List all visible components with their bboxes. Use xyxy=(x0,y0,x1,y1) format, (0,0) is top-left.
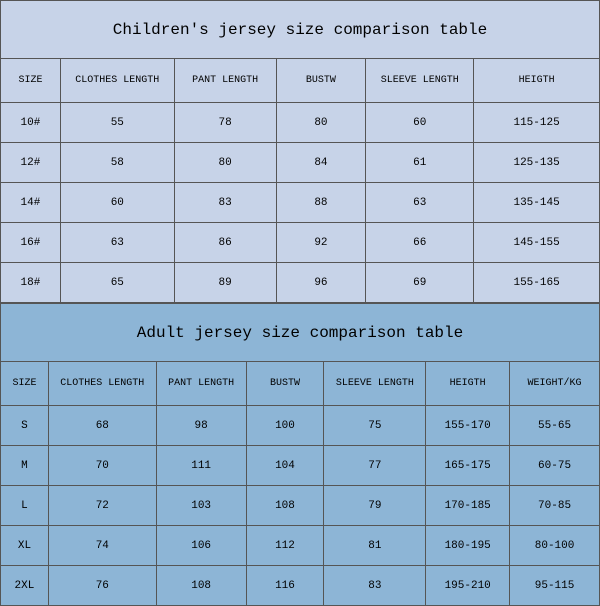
table-cell: 80-100 xyxy=(510,526,600,566)
table-cell: 106 xyxy=(156,526,246,566)
table-cell: 14# xyxy=(1,183,61,223)
table-cell: 100 xyxy=(246,406,324,446)
table-cell: 111 xyxy=(156,446,246,486)
table-cell: 145-155 xyxy=(474,223,600,263)
adult-title: Adult jersey size comparison table xyxy=(1,304,600,362)
table-row: XL7410611281180-19580-100 xyxy=(1,526,600,566)
column-header: WEIGHT/KG xyxy=(510,362,600,406)
table-cell: 88 xyxy=(276,183,366,223)
table-cell: S xyxy=(1,406,49,446)
table-row: 14#60838863135-145 xyxy=(1,183,600,223)
table-cell: 55 xyxy=(60,103,174,143)
column-header: CLOTHES LENGTH xyxy=(60,59,174,103)
column-header: SIZE xyxy=(1,59,61,103)
table-cell: 170-185 xyxy=(426,486,510,526)
table-cell: 84 xyxy=(276,143,366,183)
table-cell: 68 xyxy=(48,406,156,446)
table-cell: 81 xyxy=(324,526,426,566)
table-cell: 75 xyxy=(324,406,426,446)
adult-header-row: SIZECLOTHES LENGTHPANT LENGTHBUSTWSLEEVE… xyxy=(1,362,600,406)
table-cell: 78 xyxy=(174,103,276,143)
table-cell: 60 xyxy=(366,103,474,143)
table-row: 18#65899669155-165 xyxy=(1,263,600,303)
table-cell: 60 xyxy=(60,183,174,223)
table-cell: 165-175 xyxy=(426,446,510,486)
table-row: L7210310879170-18570-85 xyxy=(1,486,600,526)
table-cell: 63 xyxy=(60,223,174,263)
table-cell: 103 xyxy=(156,486,246,526)
table-cell: 155-170 xyxy=(426,406,510,446)
table-cell: 96 xyxy=(276,263,366,303)
column-header: BUSTW xyxy=(276,59,366,103)
children-title: Children's jersey size comparison table xyxy=(1,1,600,59)
table-row: 12#58808461125-135 xyxy=(1,143,600,183)
table-row: 16#63869266145-155 xyxy=(1,223,600,263)
column-header: CLOTHES LENGTH xyxy=(48,362,156,406)
table-cell: 104 xyxy=(246,446,324,486)
table-cell: 83 xyxy=(174,183,276,223)
table-cell: 66 xyxy=(366,223,474,263)
table-cell: 79 xyxy=(324,486,426,526)
table-cell: 72 xyxy=(48,486,156,526)
table-cell: 61 xyxy=(366,143,474,183)
children-title-row: Children's jersey size comparison table xyxy=(1,1,600,59)
table-cell: 60-75 xyxy=(510,446,600,486)
table-cell: 16# xyxy=(1,223,61,263)
table-cell: 89 xyxy=(174,263,276,303)
table-cell: 125-135 xyxy=(474,143,600,183)
table-cell: 80 xyxy=(276,103,366,143)
table-cell: 98 xyxy=(156,406,246,446)
table-cell: 69 xyxy=(366,263,474,303)
column-header: SIZE xyxy=(1,362,49,406)
table-row: M7011110477165-17560-75 xyxy=(1,446,600,486)
table-cell: XL xyxy=(1,526,49,566)
column-header: HEIGTH xyxy=(474,59,600,103)
table-row: S689810075155-17055-65 xyxy=(1,406,600,446)
table-cell: 108 xyxy=(246,486,324,526)
table-cell: 135-145 xyxy=(474,183,600,223)
table-row: 10#55788060115-125 xyxy=(1,103,600,143)
column-header: SLEEVE LENGTH xyxy=(324,362,426,406)
table-cell: 86 xyxy=(174,223,276,263)
table-cell: 58 xyxy=(60,143,174,183)
table-cell: 80 xyxy=(174,143,276,183)
column-header: SLEEVE LENGTH xyxy=(366,59,474,103)
table-cell: 115-125 xyxy=(474,103,600,143)
table-cell: 155-165 xyxy=(474,263,600,303)
table-cell: 77 xyxy=(324,446,426,486)
table-cell: 65 xyxy=(60,263,174,303)
column-header: BUSTW xyxy=(246,362,324,406)
table-cell: 74 xyxy=(48,526,156,566)
table-cell: M xyxy=(1,446,49,486)
children-header-row: SIZECLOTHES LENGTHPANT LENGTHBUSTWSLEEVE… xyxy=(1,59,600,103)
table-cell: 55-65 xyxy=(510,406,600,446)
table-cell: 18# xyxy=(1,263,61,303)
table-cell: 112 xyxy=(246,526,324,566)
column-header: PANT LENGTH xyxy=(174,59,276,103)
table-cell: 63 xyxy=(366,183,474,223)
adult-size-table: Adult jersey size comparison table SIZEC… xyxy=(0,303,600,606)
table-cell: 70 xyxy=(48,446,156,486)
column-header: PANT LENGTH xyxy=(156,362,246,406)
table-cell: 92 xyxy=(276,223,366,263)
table-cell: 180-195 xyxy=(426,526,510,566)
table-cell: 10# xyxy=(1,103,61,143)
table-cell: L xyxy=(1,486,49,526)
table-cell: 70-85 xyxy=(510,486,600,526)
adult-title-row: Adult jersey size comparison table xyxy=(1,304,600,362)
column-header: HEIGTH xyxy=(426,362,510,406)
table-cell: 12# xyxy=(1,143,61,183)
children-size-table: Children's jersey size comparison table … xyxy=(0,0,600,303)
